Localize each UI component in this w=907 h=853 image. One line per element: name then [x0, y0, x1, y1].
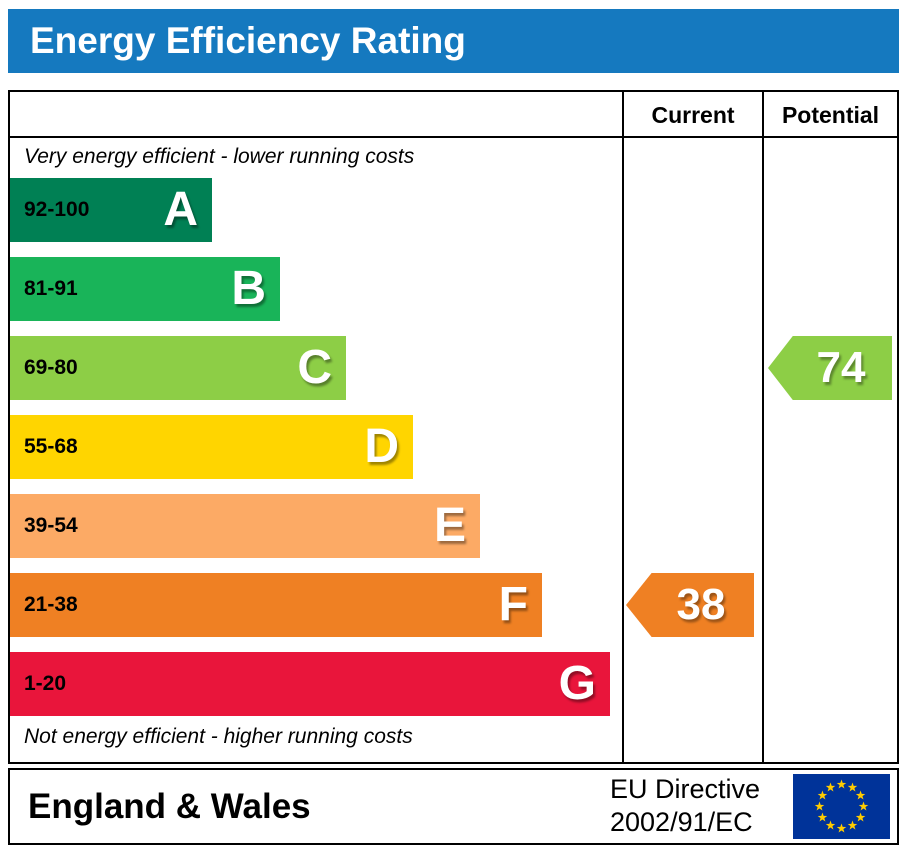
potential-column-header: Potential: [781, 102, 880, 128]
band-e-letter: E: [433, 499, 466, 552]
band-f-range: 21-38: [24, 593, 78, 616]
band-f-letter: F: [498, 578, 528, 631]
band-row-f: 21-38 F: [10, 573, 542, 637]
band-b-range: 81-91: [24, 277, 78, 300]
current-column-header: Current: [651, 102, 735, 128]
chart-box: Current Potential Very energy efficient …: [8, 90, 899, 764]
potential-rating-value: 74: [816, 343, 866, 392]
current-rating-value: 38: [676, 580, 726, 629]
eu-directive-label: EU Directive 2002/91/EC: [610, 773, 760, 839]
potential-column-divider: [762, 92, 764, 762]
rating-bands: 92-100 A 81-91 B 69-80 C 55-68 D 39-54 E…: [10, 178, 622, 731]
page-title: Energy Efficiency Rating: [30, 20, 466, 61]
band-row-d: 55-68 D: [10, 415, 413, 479]
footer-box: England & Wales EU Directive 2002/91/EC: [8, 768, 899, 845]
band-c-range: 69-80: [24, 356, 78, 379]
band-row-e: 39-54 E: [10, 494, 480, 558]
band-e-range: 39-54: [24, 514, 78, 537]
band-g-letter: G: [558, 657, 596, 710]
top-note: Very energy efficient - lower running co…: [24, 145, 415, 168]
band-row-c: 69-80 C: [10, 336, 346, 400]
band-d-letter: D: [364, 420, 399, 473]
band-d-range: 55-68: [24, 435, 78, 458]
bottom-note: Not energy efficient - higher running co…: [24, 725, 413, 748]
eu-flag-icon: [793, 774, 890, 839]
eu-directive-line2: 2002/91/EC: [610, 807, 753, 837]
eu-directive-line1: EU Directive: [610, 774, 761, 804]
region-label: England & Wales: [28, 787, 311, 826]
band-row-b: 81-91 B: [10, 257, 280, 321]
current-rating-arrow: 38: [626, 573, 754, 637]
current-column-divider: [622, 92, 624, 762]
band-row-a: 92-100 A: [10, 178, 212, 242]
title-bar: Energy Efficiency Rating: [8, 9, 899, 73]
band-g-range: 1-20: [24, 672, 67, 695]
band-row-g: 1-20 G: [10, 652, 610, 716]
potential-rating-arrow: 74: [768, 336, 892, 400]
band-a-letter: A: [163, 183, 198, 236]
header-underline: [10, 136, 897, 138]
band-c-letter: C: [297, 341, 332, 394]
band-b-letter: B: [231, 262, 266, 315]
band-a-range: 92-100: [24, 198, 90, 221]
